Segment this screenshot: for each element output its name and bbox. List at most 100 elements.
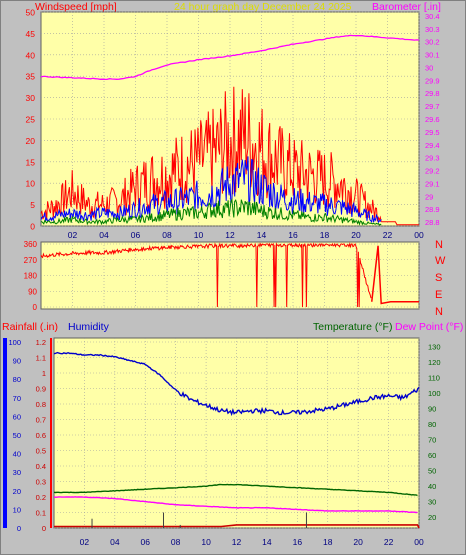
rainfall-tick-label: 0.2 — [36, 493, 46, 502]
x-tick-label: 12 — [232, 537, 242, 547]
x-tick-label: 08 — [171, 537, 181, 547]
y-left-tick-label: 30 — [26, 93, 36, 103]
y-right-tick-label: 29.4 — [425, 141, 440, 150]
temperature-tick-label: 40 — [428, 482, 436, 491]
rainfall-tick-label: 1 — [42, 369, 46, 378]
y-right-tick-label: 28.9 — [425, 205, 440, 214]
dewpoint-label: Dew Point (°F) — [395, 321, 463, 333]
x-tick-label: 16 — [293, 537, 303, 547]
y-right-tick-label: 29.3 — [425, 154, 440, 163]
wind-panel-series — [40, 34, 420, 226]
humidity-axis-bar — [3, 338, 7, 528]
temperature-tick-label: 90 — [428, 405, 436, 414]
wind-series-line — [40, 197, 382, 226]
y-left-tick-label: 5 — [30, 200, 35, 210]
barometer-line — [40, 34, 420, 81]
y-left-tick-label: 25 — [26, 115, 36, 125]
x-tick-label: 16 — [288, 230, 298, 240]
wind-panel-labels: 0 5 10 15 20 25 30 35 40 45 50 28.8 28.9 29 29.1 29.2 29… — [26, 8, 440, 241]
rainfall-tick-label: 0.7 — [36, 416, 46, 425]
direction-tail-line — [371, 245, 419, 305]
temperature-tick-label: 120 — [428, 358, 441, 367]
x-tick-label: 18 — [320, 230, 330, 240]
compass-label-s: S — [435, 272, 442, 284]
temperature-tick-label: 70 — [428, 436, 436, 445]
barometer-label: Barometer [.in] — [372, 1, 441, 13]
y-right-tick-label: 29 — [425, 192, 433, 201]
y-right-tick-label: 30.1 — [425, 51, 440, 60]
compass-label-n-top: N — [435, 239, 443, 251]
y-left-tick-label: 10 — [26, 179, 36, 189]
x-tick-label: 06 — [141, 537, 151, 547]
rainfall-tick-label: 1.1 — [36, 354, 46, 363]
y-left-tick-label: 40 — [26, 50, 36, 60]
x-tick-label: 22 — [384, 537, 394, 547]
x-tick-label: 12 — [225, 230, 235, 240]
x-tick-label: 18 — [323, 537, 333, 547]
humidity-tick-label: 0 — [17, 524, 21, 533]
temperature-tick-label: 100 — [428, 389, 441, 398]
y-left-tick-label: 0 — [30, 222, 35, 232]
rainfall-tick-label: 0.4 — [36, 462, 46, 471]
x-tick-label: 00 — [414, 537, 424, 547]
humidity-tick-label: 100 — [8, 338, 21, 347]
compass-label-n-bottom: N — [435, 306, 443, 318]
rainfall-tick-label: 0.5 — [36, 447, 46, 456]
humidity-tick-label: 60 — [13, 412, 21, 421]
wind-series-line — [40, 86, 382, 222]
y-tick-label: 180 — [24, 272, 38, 281]
windspeed-label: Windspeed [mph] — [35, 1, 117, 13]
humidity-tick-label: 40 — [13, 450, 21, 459]
humidity-tick-label: 30 — [13, 468, 21, 477]
temperature-tick-label: 20 — [428, 513, 436, 522]
rainfall-tick-label: 0.6 — [36, 431, 46, 440]
y-tick-label: 360 — [24, 240, 38, 249]
x-tick-label: 02 — [80, 537, 90, 547]
graph-title: 24 hour graph day December 24 2025 — [174, 1, 352, 13]
x-tick-label: 10 — [194, 230, 204, 240]
rainfall-tick-label: 1.2 — [36, 338, 46, 347]
y-left-tick-label: 45 — [26, 29, 36, 39]
x-tick-label: 14 — [257, 230, 267, 240]
y-right-tick-label: 29.7 — [425, 102, 440, 111]
temperature-line — [53, 483, 418, 497]
x-tick-label: 02 — [68, 230, 78, 240]
rainfall-tick-label: 0.1 — [36, 509, 46, 518]
x-tick-label: 20 — [351, 230, 361, 240]
x-tick-label: 14 — [262, 537, 272, 547]
temperature-label: Temperature (°F) — [313, 321, 392, 333]
humidity-tick-label: 90 — [13, 357, 21, 366]
climate-panel-labels: 010203040506070809010000.10.20.30.40.50.… — [8, 338, 440, 547]
y-left-tick-label: 50 — [26, 8, 36, 18]
climate-panel-bg — [53, 337, 420, 529]
y-right-tick-label: 29.8 — [425, 89, 440, 98]
humidity-label: Humidity — [68, 321, 110, 333]
rainfall-tick-label: 0.8 — [36, 400, 46, 409]
x-tick-label: 22 — [383, 230, 393, 240]
y-left-tick-label: 15 — [26, 157, 36, 167]
y-left-tick-label: 35 — [26, 72, 36, 82]
climate-panel-grid — [54, 338, 420, 529]
y-right-tick-label: 30.3 — [425, 25, 440, 34]
x-tick-label: 04 — [110, 537, 120, 547]
x-tick-label: 04 — [99, 230, 109, 240]
humidity-tick-label: 70 — [13, 394, 21, 403]
compass-label-w: W — [435, 255, 446, 267]
rainfall-tick-label: 0.3 — [36, 478, 46, 487]
humidity-tick-label: 10 — [13, 505, 21, 514]
y-tick-label: 90 — [28, 287, 37, 296]
x-tick-label: 20 — [353, 537, 363, 547]
y-right-tick-label: 30.2 — [425, 38, 440, 47]
humidity-tick-label: 20 — [13, 487, 21, 496]
y-right-tick-label: 29.2 — [425, 167, 440, 176]
x-tick-label: 08 — [162, 230, 172, 240]
y-right-tick-label: 28.8 — [425, 218, 440, 227]
rainfall-tick-label: 0.9 — [36, 385, 46, 394]
wind-series-line — [40, 156, 382, 224]
y-right-tick-label: 29.9 — [425, 76, 440, 85]
y-tick-label: 0 — [33, 303, 38, 312]
x-tick-label: 06 — [131, 230, 141, 240]
y-right-tick-label: 29.1 — [425, 179, 440, 188]
dewpoint-line — [53, 496, 418, 514]
